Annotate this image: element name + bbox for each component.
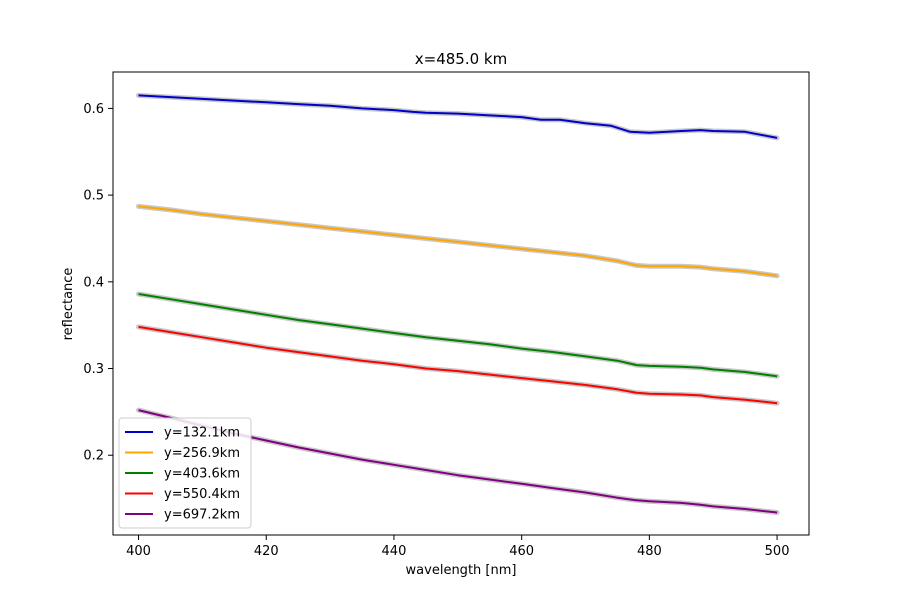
plot-frame xyxy=(112,71,810,536)
x-axis-label: wavelength [nm] xyxy=(406,563,517,578)
legend-label-3: y=403.6km xyxy=(164,467,240,482)
y-tick-label: 0.3 xyxy=(83,362,104,377)
x-tick-label: 500 xyxy=(765,544,790,559)
y-axis-ticks: 0.2 0.3 0.4 0.5 0.6 xyxy=(83,102,113,464)
legend-box xyxy=(118,417,252,529)
x-tick-label: 460 xyxy=(509,544,534,559)
y-tick-label: 0.5 xyxy=(83,189,104,204)
legend: y=132.1km y=256.9km y=403.6km y=550.4km y=69… xyxy=(118,417,252,529)
legend-label-5: y=697.2km xyxy=(164,508,240,523)
x-axis-ticks: 400 420 440 460 480 500 xyxy=(126,535,789,559)
y-tick-label: 0.6 xyxy=(83,102,104,117)
x-tick-label: 440 xyxy=(382,544,407,559)
x-tick-label: 420 xyxy=(254,544,279,559)
series-line-4 xyxy=(138,325,778,405)
y-tick-label: 0.2 xyxy=(83,449,104,464)
y-axis-label: reflectance xyxy=(61,268,76,341)
legend-label-4: y=550.4km xyxy=(164,487,240,502)
series-line-5 xyxy=(138,409,778,514)
series-line-1 xyxy=(138,94,778,139)
series-line-3 xyxy=(138,293,778,378)
legend-label-2: y=256.9km xyxy=(164,446,240,461)
series-line-2 xyxy=(138,205,778,277)
legend-label-1: y=132.1km xyxy=(164,426,240,441)
x-tick-label: 400 xyxy=(126,544,151,559)
x-tick-label: 480 xyxy=(637,544,662,559)
series-lines xyxy=(138,94,778,514)
y-tick-label: 0.4 xyxy=(83,275,104,290)
chart-title: x=485.0 km xyxy=(415,50,507,68)
